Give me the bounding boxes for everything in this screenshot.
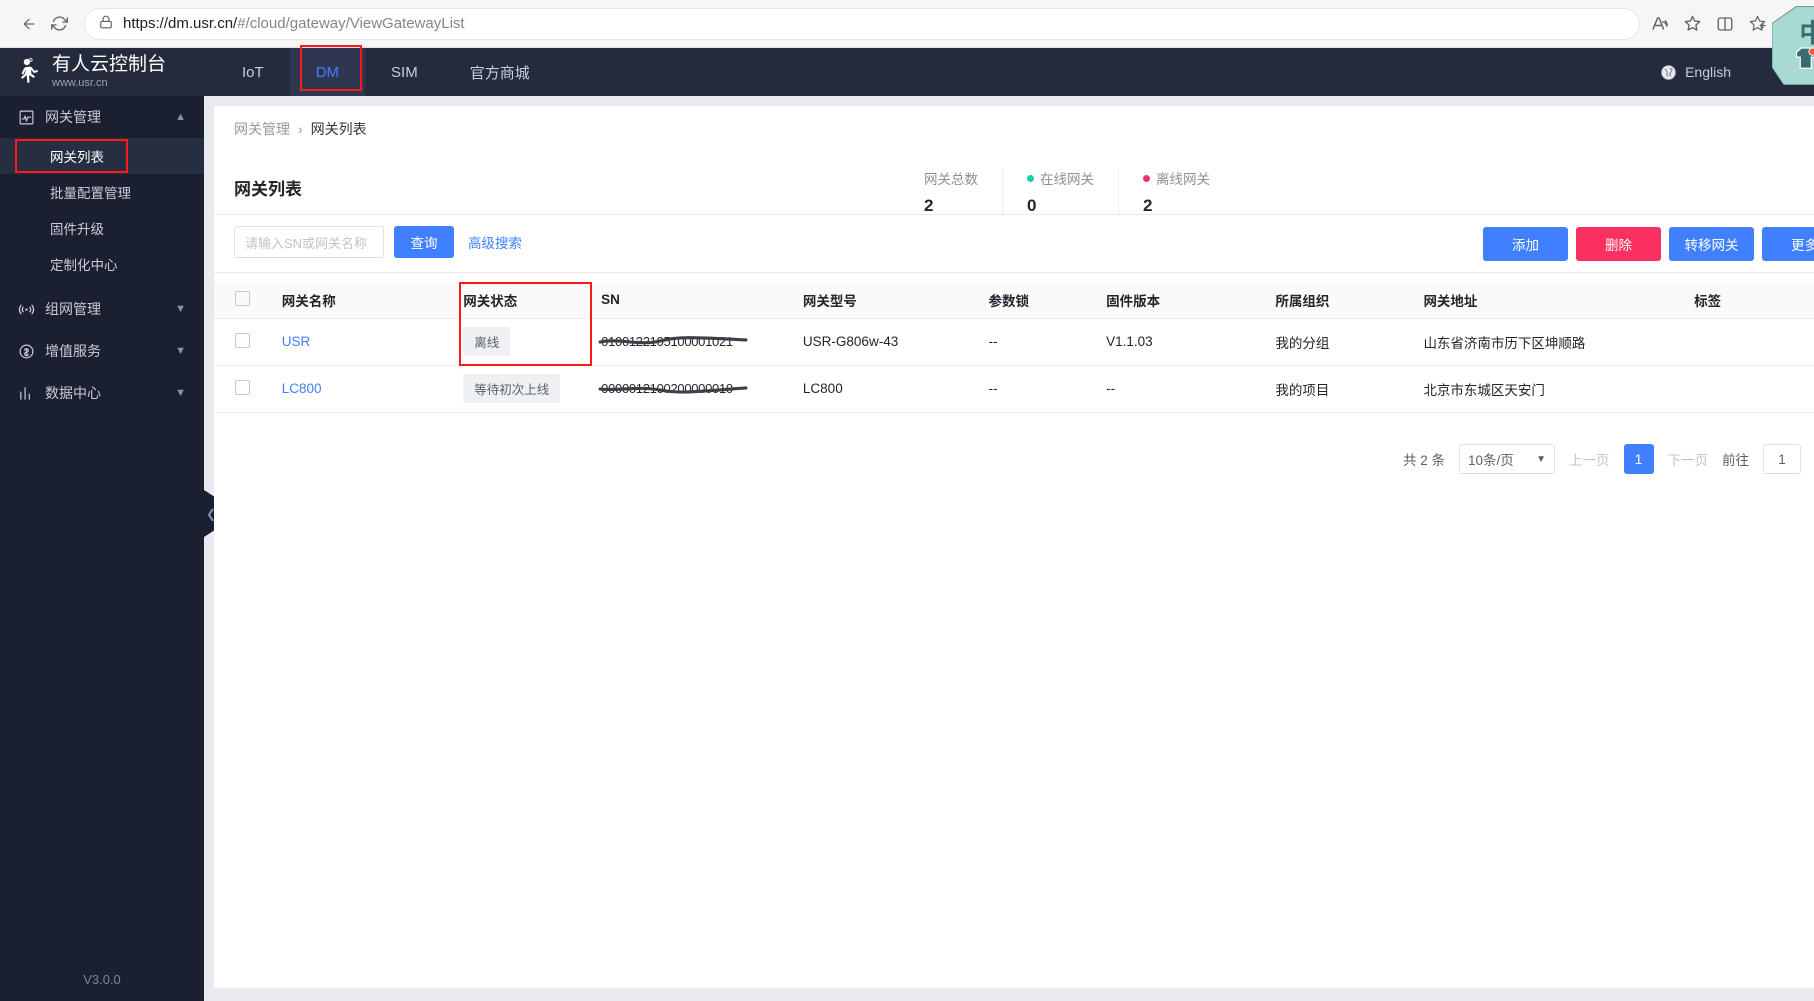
svg-text:中: 中: [1800, 19, 1814, 48]
svg-text:R: R: [30, 59, 32, 62]
